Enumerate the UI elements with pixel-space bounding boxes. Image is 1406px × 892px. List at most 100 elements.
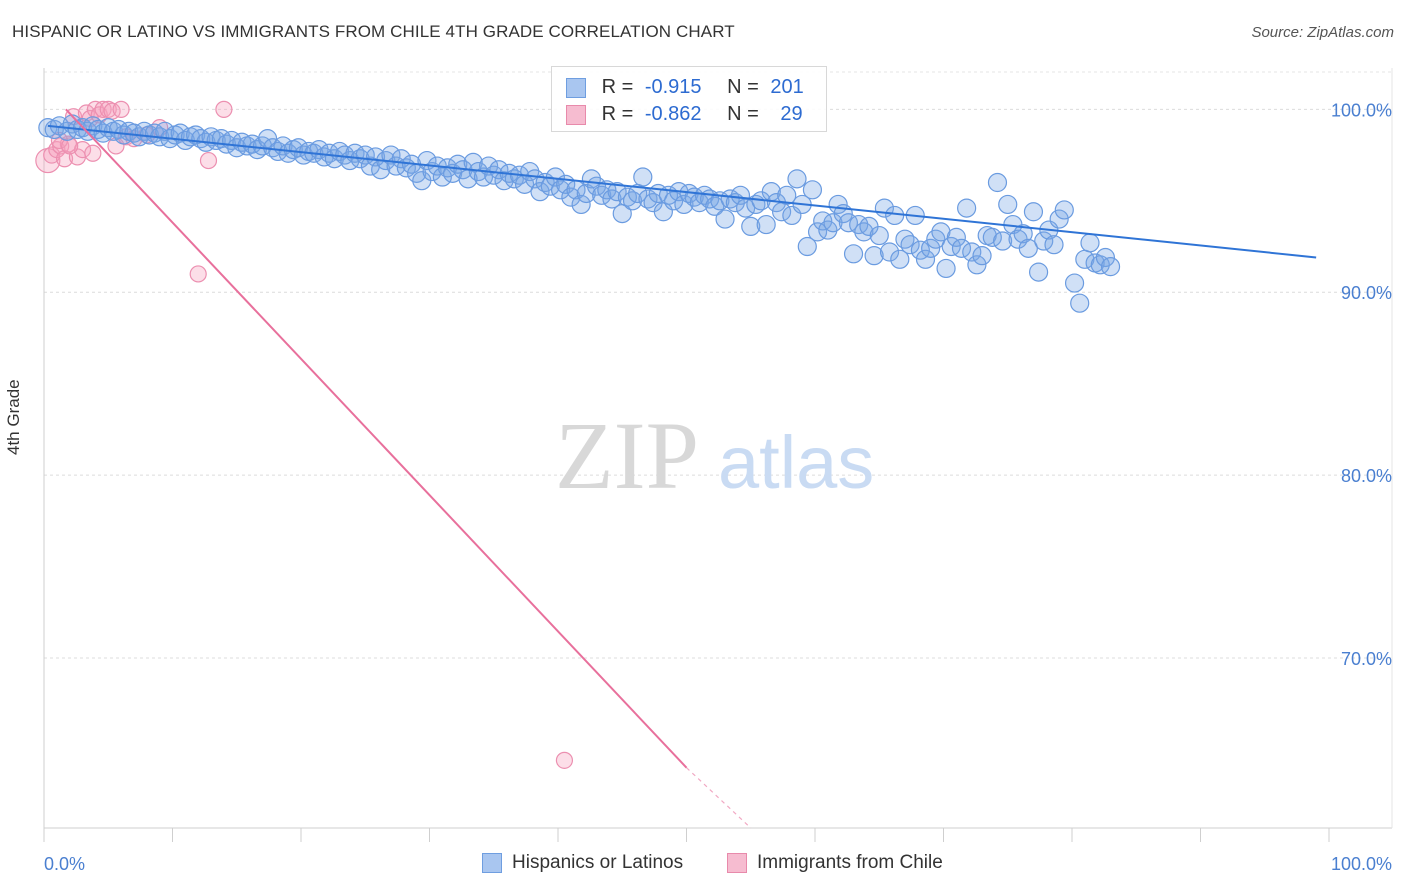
hispanic-point [890,249,910,269]
hispanic-point [921,238,941,258]
hispanic-point [463,152,483,172]
hispanic-point [638,189,658,209]
legend-box: R = -0.915 N = 201 R = -0.862 N = 29 [551,66,827,132]
hispanic-point [617,187,637,207]
hispanic-point [530,182,550,202]
bottom-legend-swatch-pink [727,852,747,873]
hispanic-point [756,214,776,235]
hispanic-point [186,125,206,145]
legend-row-pink: R = -0.862 N = 29 [566,100,803,128]
hispanic-point [879,242,900,262]
hispanic-point [1095,247,1116,268]
hispanic-point [365,147,386,167]
legend-swatch-pink [566,104,586,125]
hispanic-point [525,169,545,189]
chile-point [112,100,130,118]
hispanic-point [915,249,936,269]
y-tick-label: 70.0% [1341,649,1392,669]
hispanic-point [802,180,823,200]
hispanic-point [664,191,684,211]
hispanic-point [1049,209,1069,229]
hispanic-point [895,229,915,249]
legend-row-blue: R = -0.915 N = 201 [566,73,804,101]
legend-n-value-blue: 201 [770,76,804,98]
hispanic-point [607,182,627,202]
hispanic-point [432,167,452,187]
legend-r-value-blue: -0.915 [644,76,702,98]
hispanic-point [797,236,817,257]
chile-point [199,151,218,170]
hispanic-trendline [47,124,1317,259]
tick-labels: 100.0% 90.0% 80.0% 70.0% 0.0% 100.0% [44,100,1392,874]
hispanic-point [730,185,751,205]
blue-points [38,114,1121,313]
hispanic-point [885,205,905,226]
legend-r-label-pink: R = [601,103,634,125]
bottom-legend-swatch-blue [482,852,502,873]
hispanic-point [864,246,884,266]
hispanic-point [571,194,591,215]
hispanic-point [715,209,735,229]
trendlines [47,108,1317,829]
chile-trendline-extension [686,767,752,829]
y-tick-label: 100.0% [1331,100,1392,120]
chart-source: Source: ZipAtlas.com [1251,24,1394,41]
hispanic-point [787,169,807,189]
hispanic-point [741,216,761,236]
hispanic-point [854,222,874,242]
hispanic-point [576,183,596,204]
hispanic-point [972,246,992,266]
hispanic-point [1100,257,1121,277]
y-tick-label: 90.0% [1341,283,1392,303]
bottom-legend-label-blue: Hispanics or Latinos [512,852,684,873]
hispanic-point [843,244,864,264]
legend-n-value-pink: 29 [780,103,803,125]
hispanic-point [592,185,612,205]
grid-lines [44,71,1392,659]
hispanic-point [1013,224,1033,244]
hispanic-point [1070,293,1090,313]
legend-swatch-blue [566,77,586,98]
hispanic-point [993,231,1013,251]
chile-point [84,144,102,162]
hispanic-point [951,238,972,258]
chile-point [61,137,79,155]
hispanic-point [550,180,571,200]
hispanic-point [982,227,1002,247]
x-tick-label: 0.0% [44,854,85,874]
hispanic-point [381,145,401,165]
legend-r-value-pink: -0.862 [644,103,702,125]
chile-point [215,100,233,118]
chile-point [555,751,574,769]
chart-title: HISPANIC OR LATINO VS IMMIGRANTS FROM CH… [12,22,735,41]
hispanic-point [633,167,653,187]
hispanic-point [967,255,987,275]
watermark: ZIP atlas [555,402,874,509]
bottom-legend-pink[interactable]: Immigrants from Chile [727,852,943,874]
hispanic-point [1054,200,1074,220]
hispanic-point [777,185,797,205]
hispanic-point [1064,273,1085,293]
hispanic-point [869,225,889,246]
hispanic-point [705,196,725,216]
hispanic-point [998,194,1018,215]
legend-r-label-blue: R = [601,76,634,98]
hispanic-point [1018,238,1038,258]
y-tick-label: 80.0% [1341,466,1392,486]
hispanic-point [1028,262,1049,282]
chile-point [189,265,207,283]
hispanic-point [987,172,1008,193]
hispanic-point [1034,231,1054,251]
hispanic-point [1044,235,1064,255]
legend-n-label-pink: N = [727,103,759,125]
bottom-legend-blue[interactable]: Hispanics or Latinos [482,852,683,874]
axes [43,68,1393,842]
watermark-zip: ZIP [555,402,699,509]
hispanic-point [900,235,920,255]
hispanic-point [674,194,694,215]
hispanic-point [489,160,509,180]
hispanic-point [720,189,740,209]
hispanic-point [1023,202,1044,222]
bottom-legend-label-pink: Immigrants from Chile [757,852,943,873]
chile-point [73,141,92,159]
